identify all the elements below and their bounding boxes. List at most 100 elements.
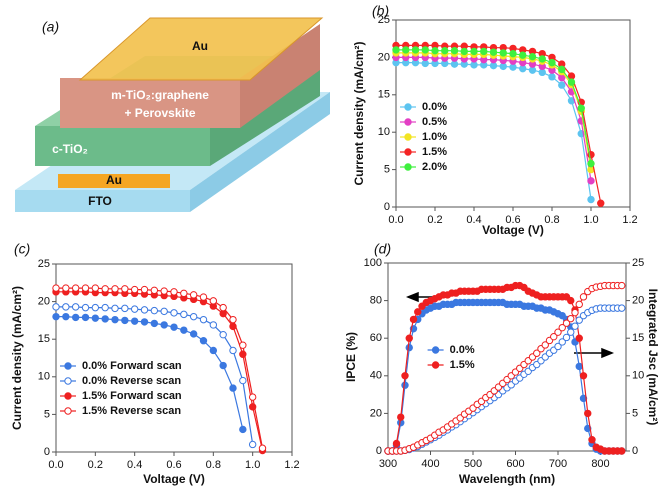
series-line — [56, 287, 264, 449]
data-point — [150, 306, 159, 315]
x-tick-label: 600 — [506, 458, 524, 470]
data-point — [470, 47, 478, 56]
y2-tick-label: 20 — [632, 295, 644, 307]
data-point — [558, 338, 566, 346]
x-tick-label: 0.0 — [388, 214, 403, 226]
fto-side — [190, 92, 330, 212]
data-point — [575, 316, 583, 324]
y-tick-label: 5 — [384, 164, 390, 176]
data-point — [533, 349, 541, 357]
data-point — [550, 332, 558, 341]
data-point — [219, 303, 227, 312]
data-point — [431, 46, 439, 55]
legend-marker — [431, 346, 440, 354]
data-point — [571, 322, 579, 330]
y-tick-label: 80 — [370, 295, 382, 307]
y-tick-label: 40 — [370, 370, 382, 382]
data-point — [52, 312, 60, 321]
data-point — [567, 296, 575, 305]
data-point — [130, 285, 139, 294]
data-point — [130, 317, 139, 325]
legend-marker — [404, 148, 412, 156]
data-point — [219, 330, 227, 339]
x-axis-title: Voltage (V) — [143, 472, 205, 486]
data-point — [480, 47, 488, 56]
data-point — [411, 46, 420, 54]
data-point — [571, 308, 579, 317]
y-tick-label: 0 — [384, 201, 390, 213]
x-tick-label: 0.4 — [127, 459, 142, 471]
data-point — [519, 51, 527, 59]
data-point — [618, 447, 626, 455]
layer-label: Au — [192, 39, 208, 53]
y-axis-title: IPCE (%) — [344, 332, 358, 382]
y-tick-label: 0 — [44, 446, 50, 458]
y-tick-label: 5 — [44, 408, 50, 420]
y-tick-label: 100 — [364, 257, 382, 269]
au-top — [78, 17, 324, 81]
data-point — [229, 346, 237, 355]
data-point — [405, 343, 413, 352]
data-point — [170, 323, 178, 331]
data-point — [62, 312, 70, 321]
data-point — [575, 362, 583, 371]
data-point — [562, 333, 571, 342]
data-point — [499, 49, 507, 57]
arrow-head — [405, 291, 419, 303]
data-point — [554, 342, 562, 351]
data-point — [402, 46, 410, 54]
data-point — [81, 313, 90, 322]
x-tick-label: 300 — [379, 458, 397, 470]
legend-label: 0.5% — [422, 116, 447, 128]
data-point — [587, 195, 595, 204]
data-point — [567, 328, 575, 336]
x-tick-label: 400 — [421, 458, 439, 470]
data-point — [170, 288, 178, 296]
data-point — [470, 61, 478, 69]
y2-tick-label: 0 — [632, 445, 638, 457]
data-point — [71, 303, 80, 311]
data-point — [618, 281, 626, 290]
data-point — [150, 286, 159, 295]
legend-label: 1.5% — [422, 146, 447, 158]
data-point — [567, 78, 576, 86]
data-point — [401, 372, 409, 380]
data-point — [421, 46, 429, 54]
y-tick-label: 10 — [378, 126, 390, 138]
data-point — [199, 315, 208, 324]
data-point — [239, 376, 247, 385]
y2-tick-label: 5 — [632, 407, 638, 419]
data-point — [91, 303, 100, 312]
legend-label: 1.0% — [422, 131, 447, 143]
data-point — [567, 314, 575, 323]
data-point — [199, 337, 208, 345]
x-tick-label: 0.0 — [48, 459, 63, 471]
data-point — [562, 319, 571, 327]
panel-label: (b) — [372, 3, 389, 19]
data-point — [62, 303, 70, 311]
data-point — [62, 284, 70, 292]
data-point — [528, 52, 537, 61]
perovskite-side — [240, 24, 320, 128]
data-point — [160, 321, 168, 329]
data-point — [52, 303, 60, 311]
data-point — [554, 328, 562, 336]
data-point — [587, 159, 595, 168]
x-tick-label: 0.8 — [206, 459, 221, 471]
layer-label: FTO — [88, 194, 112, 208]
layer-label: c-TiO₂ — [52, 142, 88, 156]
data-point — [405, 334, 413, 342]
y-tick-label: 10 — [38, 371, 50, 383]
fto-front — [15, 190, 190, 212]
legend-label: 1.5% — [450, 359, 475, 371]
data-point — [101, 315, 109, 323]
data-point — [170, 309, 178, 317]
y-tick-label: 20 — [38, 296, 50, 308]
data-point — [140, 285, 149, 294]
data-point — [579, 293, 588, 301]
y2-axis-title: Integrated Jsc (mA/cm²) — [646, 289, 660, 426]
x-tick-label: 0.4 — [466, 214, 481, 226]
legend-marker — [64, 377, 72, 385]
x-tick-label: 0.8 — [544, 214, 559, 226]
